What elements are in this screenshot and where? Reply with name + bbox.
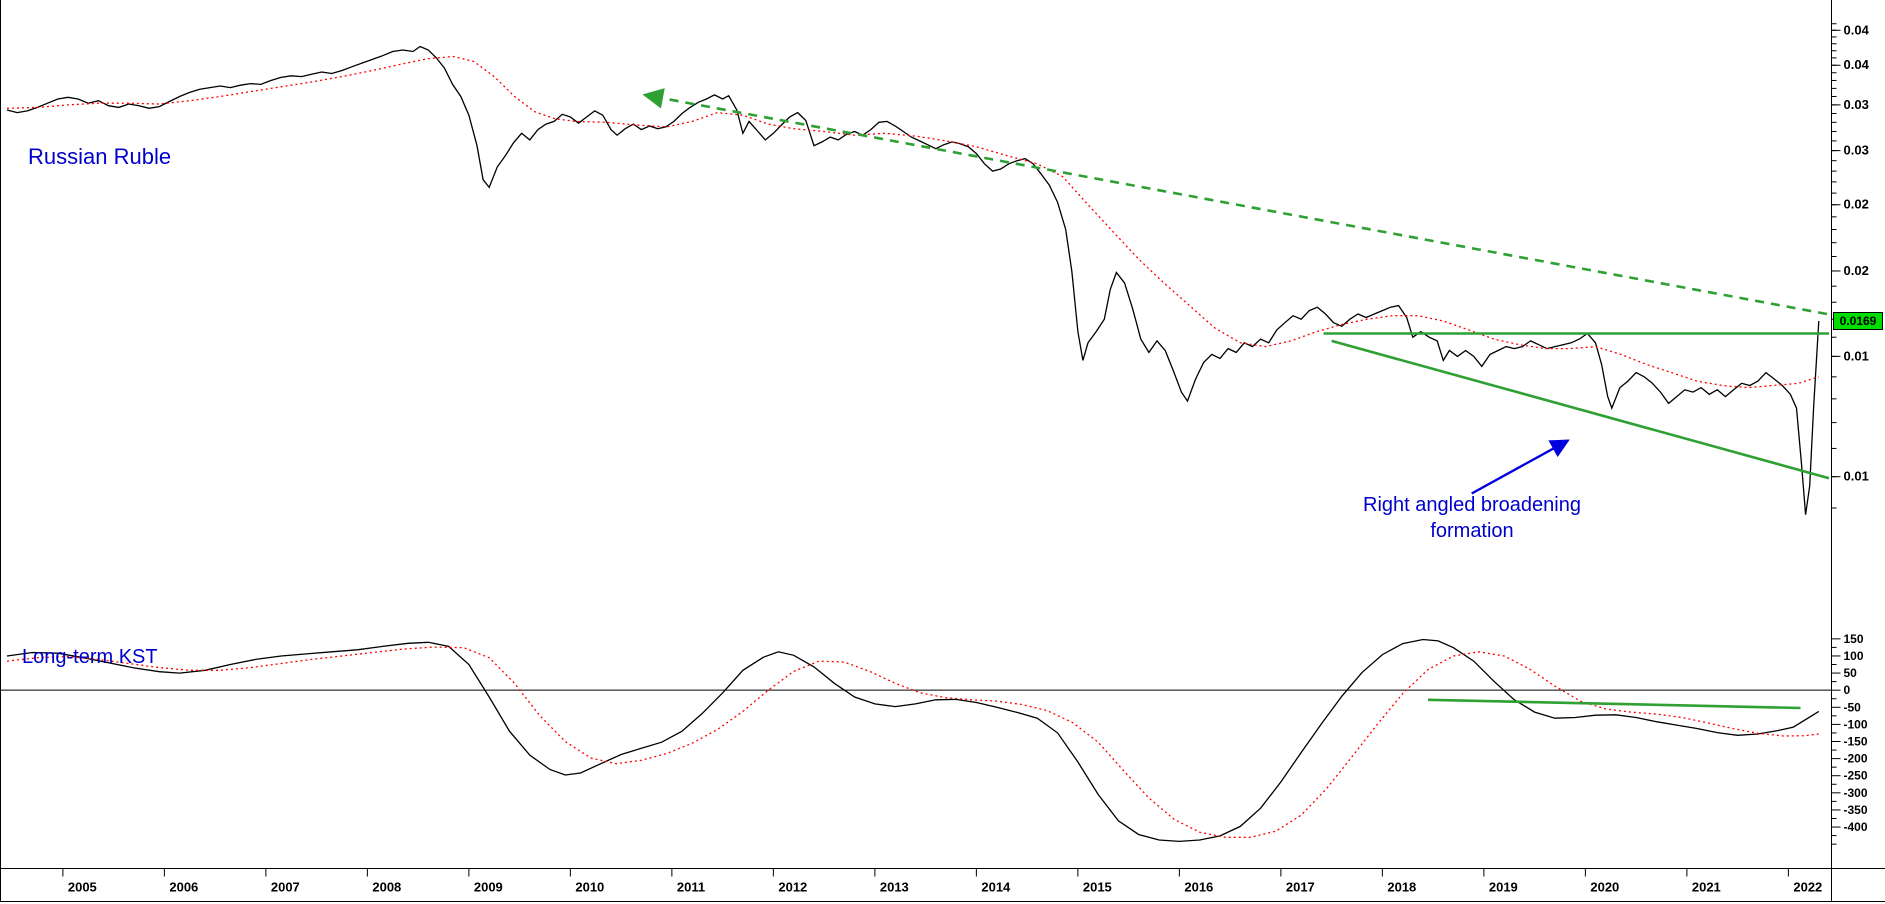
x-tick-label: 2014: [981, 880, 1011, 895]
x-tick-label: 2009: [474, 880, 503, 895]
x-tick-label: 2006: [169, 880, 198, 895]
y-tick-label: -300: [1844, 786, 1868, 800]
y-tick-label: -150: [1844, 735, 1868, 749]
x-tick-label: 2012: [778, 880, 807, 895]
price-moving-average-line: [6, 55, 1819, 389]
y-tick-label: -50: [1844, 700, 1862, 714]
y-tick-label: 0.02: [1844, 197, 1869, 212]
x-tick-label: 2020: [1590, 880, 1619, 895]
downtrend-dashed-arrow-line: [642, 88, 1828, 316]
last-price-tag: 0.0169: [1833, 311, 1883, 330]
x-tick-label: 2017: [1286, 880, 1315, 895]
x-tick-label: 2016: [1184, 880, 1213, 895]
y-tick-label: 0.04: [1844, 22, 1870, 37]
kst-panel-title: Long-term KST: [22, 646, 158, 668]
kst-series-line: [6, 638, 1820, 843]
kst-trendline: [1427, 698, 1801, 710]
y-tick-label: -100: [1844, 717, 1868, 731]
formation-pointer-arrow: [1471, 439, 1570, 495]
y-tick-label: -250: [1844, 769, 1868, 783]
y-tick-label: 0.03: [1844, 97, 1869, 112]
y-tick-label: -200: [1844, 752, 1868, 766]
x-tick-label: 2018: [1387, 880, 1416, 895]
x-tick-label: 2015: [1083, 880, 1112, 895]
x-tick-label: 2005: [68, 880, 97, 895]
y-tick-label: 150: [1844, 632, 1864, 646]
x-tick-label: 2008: [372, 880, 401, 895]
broadening-bottom-line: [1331, 339, 1830, 480]
y-tick-label: 0: [1844, 683, 1851, 697]
price-panel-title: Russian Ruble: [28, 144, 172, 169]
formation-annotation-label: Right angled broadening formation: [1363, 494, 1581, 542]
y-tick-label: 50: [1844, 666, 1858, 680]
x-tick-label: 2010: [575, 880, 604, 895]
y-tick-label: 0.04: [1844, 57, 1870, 72]
x-tick-label: 2019: [1489, 880, 1518, 895]
y-tick-label: 0.01: [1844, 469, 1869, 484]
x-tick-label: 2022: [1793, 880, 1822, 895]
y-tick-label: 0.02: [1844, 263, 1869, 278]
x-tick-label: 2011: [677, 880, 705, 895]
x-tick-label: 2013: [880, 880, 909, 895]
x-tick-label: 2007: [271, 880, 300, 895]
y-tick-label: 0.01: [1844, 348, 1869, 363]
y-tick-label: 100: [1844, 649, 1864, 663]
y-tick-label: -400: [1844, 820, 1868, 834]
y-tick-label: -350: [1844, 803, 1868, 817]
kst-signal-line: [6, 646, 1819, 838]
y-tick-label: 0.03: [1844, 143, 1869, 158]
price-series-line: [6, 45, 1820, 515]
x-tick-label: 2021: [1692, 880, 1721, 895]
